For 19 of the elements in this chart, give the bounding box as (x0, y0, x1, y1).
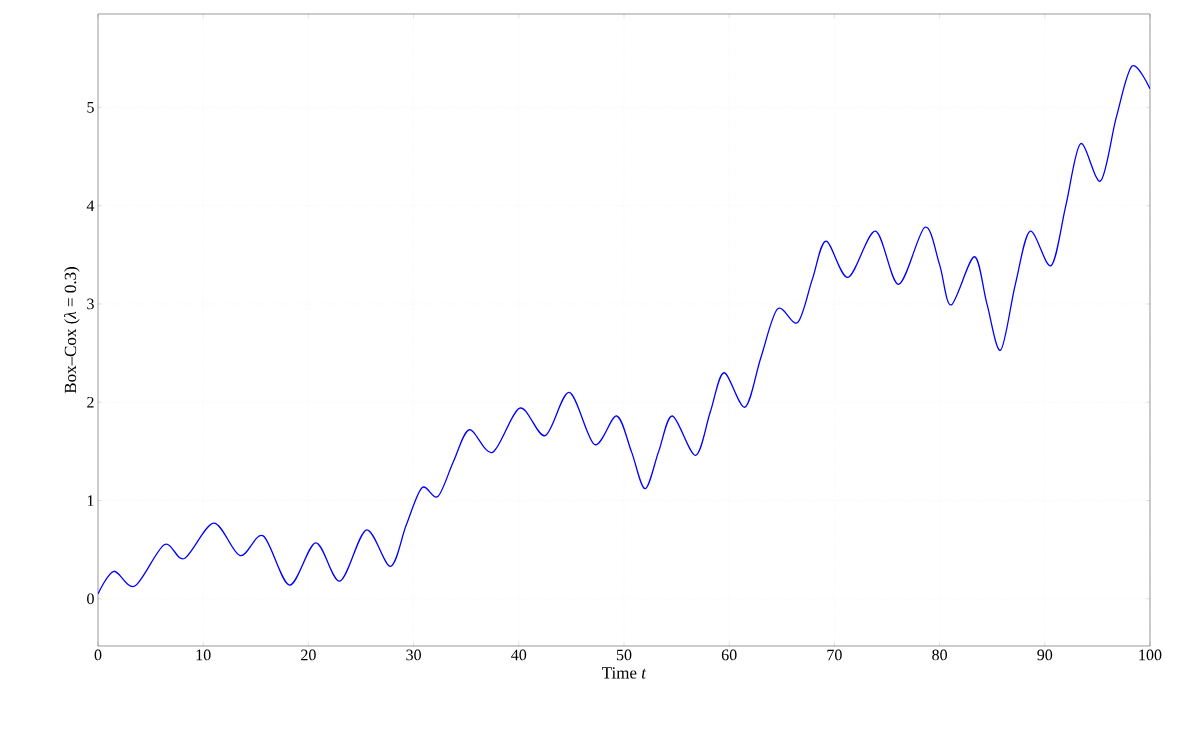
y-tick-label: 3 (87, 298, 94, 310)
x-tick-label: 20 (301, 649, 316, 661)
line-series (98, 65, 1150, 595)
x-tick-label: 60 (721, 649, 737, 661)
y-tick-label: 0 (87, 593, 94, 605)
x-tick-label: 50 (616, 649, 632, 661)
y-axis-title: Box–Cox (λ = 0.3) (64, 267, 80, 394)
y-tick-label: 2 (87, 396, 94, 408)
x-tick-label: 80 (932, 649, 947, 661)
x-tick-label: 70 (827, 649, 842, 661)
x-tick-label: 10 (196, 649, 211, 661)
x-tick-label: 90 (1037, 649, 1053, 661)
x-tick-label: 30 (406, 649, 421, 661)
y-tick-label: 4 (86, 200, 95, 211)
y-tick-label: 5 (87, 102, 94, 113)
x-axis-title: Time t (602, 667, 647, 679)
x-tick-label: 100 (1139, 649, 1162, 661)
x-tick-label: 40 (511, 649, 527, 661)
y-tick-label: 1 (87, 495, 94, 506)
